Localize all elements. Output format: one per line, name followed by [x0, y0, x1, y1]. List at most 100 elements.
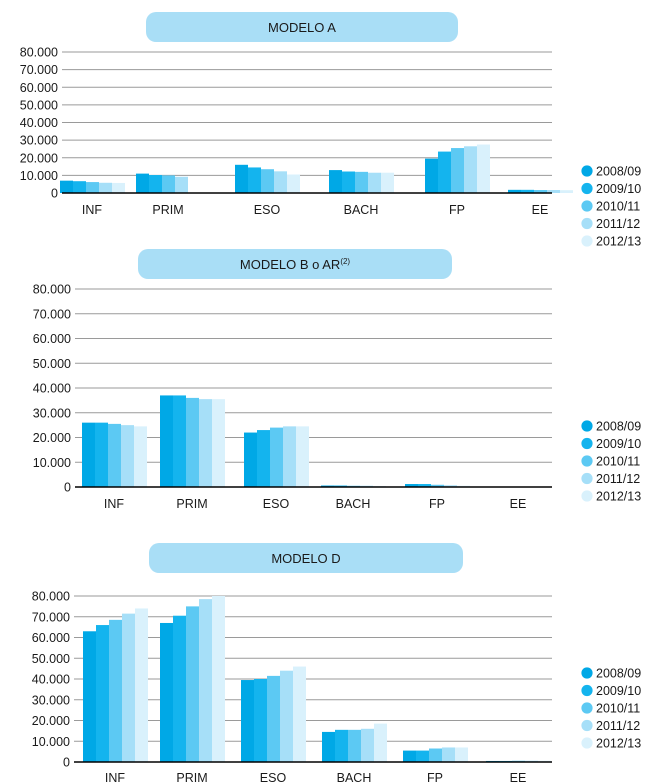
chart-title-text: MODELO D	[271, 551, 340, 566]
legend-swatch	[581, 235, 593, 247]
bar	[444, 485, 457, 487]
legend-swatch	[581, 737, 593, 749]
bar	[121, 425, 134, 487]
y-tick-label: 60.000	[33, 332, 71, 346]
bar	[403, 750, 416, 762]
y-tick-label: 60.000	[32, 631, 70, 645]
bar	[296, 426, 309, 487]
bar	[212, 399, 225, 487]
bar	[322, 731, 335, 762]
y-tick-label: 10.000	[33, 456, 71, 470]
bar	[329, 170, 342, 193]
bar	[267, 675, 280, 762]
bar	[442, 747, 455, 762]
x-tick-label: PRIM	[176, 771, 207, 782]
bar	[95, 422, 108, 487]
bar	[261, 169, 274, 193]
legend: 2008/09 2009/10 2010/11 2011/12 2012/13	[581, 420, 641, 504]
x-tick-label: EE	[510, 497, 527, 511]
bar	[244, 432, 257, 487]
legend-label: 2012/13	[596, 490, 641, 504]
bar	[477, 144, 490, 193]
y-tick-label: 0	[63, 756, 70, 770]
bar	[464, 146, 477, 193]
legend-swatch	[581, 420, 593, 432]
bar	[534, 190, 547, 193]
bar	[342, 171, 355, 193]
y-tick-label: 20.000	[32, 714, 70, 728]
legend-label: 2011/12	[596, 719, 640, 733]
bar	[280, 670, 293, 762]
legend-label: 2008/09	[596, 420, 641, 434]
x-tick-label: FP	[449, 203, 465, 217]
y-tick-label: 40.000	[20, 116, 58, 130]
bar	[287, 174, 300, 193]
bar	[134, 426, 147, 487]
x-tick-label: INF	[105, 771, 126, 782]
y-tick-label: 80.000	[20, 46, 58, 60]
x-tick-label: INF	[82, 203, 103, 217]
bar	[136, 173, 149, 193]
bar	[199, 599, 212, 762]
bar	[241, 680, 254, 762]
y-tick-label: 10.000	[32, 735, 70, 749]
y-tick-label: 20.000	[33, 431, 71, 445]
legend: 2008/09 2009/10 2010/11 2011/12 2012/13	[581, 165, 641, 249]
bar	[212, 596, 225, 762]
bar	[83, 631, 96, 762]
title-pill	[146, 12, 458, 42]
x-tick-label: INF	[104, 497, 125, 511]
y-tick-label: 50.000	[33, 357, 71, 371]
y-tick-label: 80.000	[33, 283, 71, 297]
chart-title: MODELO D	[271, 551, 340, 566]
bar	[361, 728, 374, 762]
bar	[521, 189, 534, 193]
legend-label: 2008/09	[596, 667, 641, 681]
legend-swatch	[581, 490, 593, 502]
bar	[149, 175, 162, 193]
x-tick-label: ESO	[254, 203, 281, 217]
y-tick-label: 70.000	[20, 63, 58, 77]
bar	[199, 399, 212, 487]
bar	[438, 151, 451, 193]
bar	[173, 395, 186, 487]
chart-title: MODELO B o AR(2)	[240, 257, 351, 272]
chart-panel-2: MODELO B o AR(2) 0 10.000 20.000 30.000 40.00…	[33, 249, 641, 511]
legend: 2008/09 2009/10 2010/11 2011/12 2012/13	[581, 667, 641, 751]
bar	[160, 395, 173, 487]
bar	[175, 176, 188, 193]
bar	[162, 175, 175, 193]
y-tick-label: 80.000	[32, 590, 70, 604]
y-tick-label: 0	[64, 481, 71, 495]
bar	[270, 427, 283, 487]
y-tick-label: 70.000	[32, 610, 70, 624]
bar	[186, 606, 199, 762]
x-tick-label: EE	[510, 771, 527, 782]
bar	[355, 171, 368, 193]
bar	[547, 190, 560, 193]
legend-swatch	[581, 165, 593, 177]
bar	[508, 189, 521, 193]
bar	[368, 172, 381, 193]
legend-label: 2012/13	[596, 235, 641, 249]
bar	[173, 615, 186, 762]
legend-swatch	[581, 719, 593, 732]
legend-swatch	[581, 684, 593, 697]
y-tick-label: 40.000	[32, 673, 70, 687]
bar	[425, 158, 438, 193]
x-tick-label: BACH	[336, 497, 371, 511]
bar	[348, 729, 361, 762]
bar	[86, 182, 99, 193]
bar	[73, 181, 86, 193]
bar	[257, 430, 270, 487]
legend-label: 2010/11	[596, 455, 640, 469]
bar	[60, 180, 73, 193]
bar	[254, 679, 267, 762]
bar	[99, 182, 112, 193]
x-tick-label: FP	[429, 497, 445, 511]
chart-title-superscript: (2)	[340, 257, 350, 266]
bar	[82, 422, 95, 487]
legend-swatch	[581, 437, 593, 450]
legend-label: 2009/10	[596, 182, 641, 196]
legend-swatch	[581, 455, 593, 467]
